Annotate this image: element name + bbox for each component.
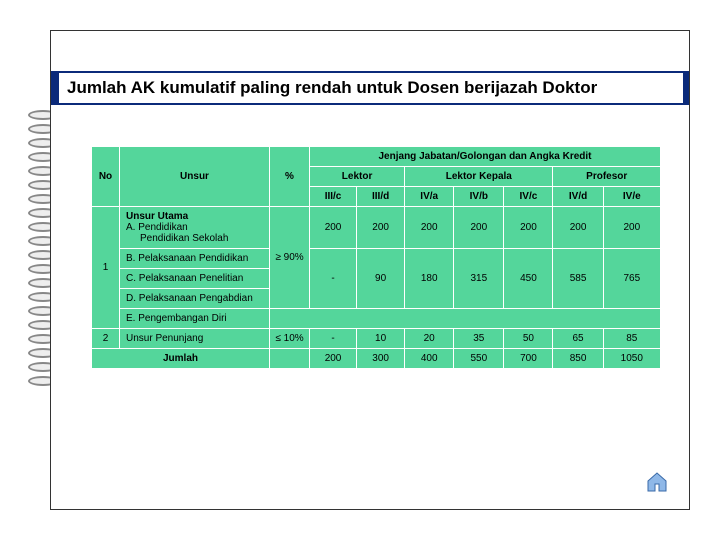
sub-col: IV/c — [504, 187, 553, 207]
table-row: 1 Unsur Utama A. Pendidikan Pendidikan S… — [92, 207, 661, 249]
cell-val: 585 — [553, 249, 603, 309]
sub-col: IV/b — [454, 187, 504, 207]
cell-val: 850 — [553, 349, 603, 369]
table-row: E. Pengembangan Diri — [92, 309, 661, 329]
cell-jumlah-label: Jumlah — [92, 349, 270, 369]
col-percent: % — [270, 147, 310, 207]
cell-val: 200 — [454, 207, 504, 249]
cell-val: 200 — [310, 207, 357, 249]
col-unsur: Unsur — [120, 147, 270, 207]
cell-percent: ≤ 10% — [270, 329, 310, 349]
credit-table: No Unsur % Jenjang Jabatan/Golongan dan … — [91, 146, 661, 369]
cell-val: 550 — [454, 349, 504, 369]
cell-val: 200 — [553, 207, 603, 249]
cell-val: 50 — [504, 329, 553, 349]
cell-val: - — [310, 329, 357, 349]
cell-val: 400 — [405, 349, 454, 369]
page-title: Jumlah AK kumulatif paling rendah untuk … — [59, 73, 683, 103]
cell-unsur: B. Pelaksanaan Pendidikan — [120, 249, 270, 269]
unsur-a-sub-label: Pendidikan Sekolah — [126, 233, 265, 244]
cell-val: 200 — [504, 207, 553, 249]
cell-val: 450 — [504, 249, 553, 309]
cell-val: 200 — [310, 349, 357, 369]
cell-val: 200 — [603, 207, 660, 249]
cell-empty — [270, 309, 661, 329]
sub-col: IV/a — [405, 187, 454, 207]
table-row: 2 Unsur Penunjang ≤ 10% - 10 20 35 50 65… — [92, 329, 661, 349]
cell-unsur: E. Pengembangan Diri — [120, 309, 270, 329]
sub-col: IV/d — [553, 187, 603, 207]
cell-val: 200 — [357, 207, 405, 249]
cell-val: 1050 — [603, 349, 660, 369]
super-header: Jenjang Jabatan/Golongan dan Angka Kredi… — [310, 147, 661, 167]
cell-no: 2 — [92, 329, 120, 349]
cell-val: 10 — [357, 329, 405, 349]
cell-percent: ≥ 90% — [270, 207, 310, 309]
cell-val: 180 — [405, 249, 454, 309]
col-lektor: Lektor — [310, 167, 405, 187]
cell-val: 20 — [405, 329, 454, 349]
unsur-a-label: A. Pendidikan — [126, 222, 265, 233]
cell-unsur: Unsur Utama A. Pendidikan Pendidikan Sek… — [120, 207, 270, 249]
cell-val: 90 — [357, 249, 405, 309]
cell-val: 200 — [405, 207, 454, 249]
cell-unsur: Unsur Penunjang — [120, 329, 270, 349]
col-no: No — [92, 147, 120, 207]
sub-col: III/d — [357, 187, 405, 207]
cell-val: 85 — [603, 329, 660, 349]
sub-col: IV/e — [603, 187, 660, 207]
cell-unsur: C. Pelaksanaan Penelitian — [120, 269, 270, 289]
col-lektor-kepala: Lektor Kepala — [405, 167, 553, 187]
unsur-utama-label: Unsur Utama — [126, 211, 265, 222]
page-frame: Jumlah AK kumulatif paling rendah untuk … — [50, 30, 690, 510]
table-row: Jumlah 200 300 400 550 700 850 1050 — [92, 349, 661, 369]
cell-val: 65 — [553, 329, 603, 349]
cell-val: 315 — [454, 249, 504, 309]
cell-empty — [270, 349, 310, 369]
cell-val: 35 — [454, 329, 504, 349]
cell-val: - — [310, 249, 357, 309]
cell-val: 300 — [357, 349, 405, 369]
table-row: No Unsur % Jenjang Jabatan/Golongan dan … — [92, 147, 661, 167]
cell-val: 700 — [504, 349, 553, 369]
cell-no: 1 — [92, 207, 120, 329]
cell-unsur: D. Pelaksanaan Pengabdian — [120, 289, 270, 309]
cell-val: 765 — [603, 249, 660, 309]
table-row: B. Pelaksanaan Pendidikan - 90 180 315 4… — [92, 249, 661, 269]
col-profesor: Profesor — [553, 167, 661, 187]
home-icon[interactable] — [645, 470, 669, 494]
sub-col: III/c — [310, 187, 357, 207]
